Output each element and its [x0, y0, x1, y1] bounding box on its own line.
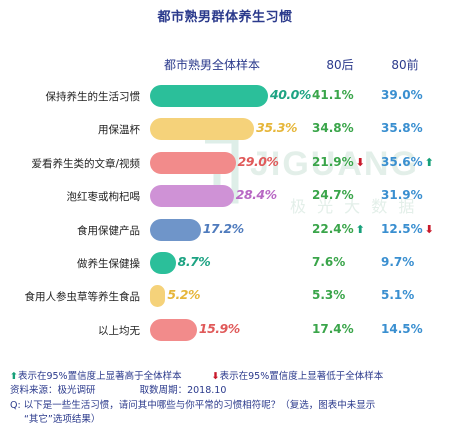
pre80-value-text: 5.1% — [381, 288, 415, 303]
bar-value-label: 35.3% — [256, 120, 297, 136]
pre80-value-text: 35.6% — [381, 154, 423, 169]
up-arrow-icon: ⬆ — [424, 155, 434, 169]
bar-value-label: 15.9% — [198, 320, 240, 336]
bar — [150, 85, 268, 107]
post80-value: 41.1% — [312, 88, 372, 102]
column-header-all: 都市熟男全体样本 — [163, 58, 260, 72]
up-arrow-icon: ⬆ — [355, 222, 365, 236]
bar-value-label: 8.7% — [177, 254, 211, 269]
post80-value: 34.8% — [312, 121, 372, 135]
pre80-value-text: 31.9% — [381, 188, 423, 203]
chart-row: 食用人参虫草等养生食品 5.2% 5.3% 5.1% — [0, 280, 450, 313]
chart-title: 都市熟男群体养生习惯 — [157, 10, 293, 25]
bar — [150, 318, 197, 341]
chart-row: 以上均无 15.9% 17.4% 14.5% — [0, 314, 450, 347]
category-label: 爱看养生类的文章/视频 — [31, 157, 140, 170]
source-text: 资料来源：极光调研 — [10, 385, 96, 396]
pre80-value: 39.0% — [381, 88, 441, 102]
legend-down-text: 表示在95%置信度上显著低于全体样本 — [219, 371, 384, 382]
category-label: 以上均无 — [98, 324, 140, 337]
post80-value-text: 24.7% — [312, 188, 354, 203]
bar-value-label: 5.2% — [167, 287, 200, 303]
question-line-1: Q: 以下是一些生活习惯，请问其中哪些与你平常的习惯相符呢？（复选，图表中未显示 — [10, 400, 376, 411]
bar-value-label: 40.0% — [270, 87, 311, 102]
bar-value-label: 28.4% — [235, 187, 277, 203]
bar — [150, 252, 176, 274]
bar — [150, 118, 255, 141]
source-line: 资料来源：极光调研 取数周期：2018.10 — [10, 382, 226, 396]
pre80-value: 12.5% ⬇ — [381, 222, 441, 236]
post80-value: 21.9% ⬇ — [312, 155, 372, 169]
category-label: 保持养生的生活习惯 — [45, 91, 141, 103]
pre80-value: 35.6% ⬆ — [381, 155, 441, 169]
category-label: 泡红枣或枸杞喝 — [66, 191, 141, 204]
category-label: 食用保健产品 — [77, 224, 140, 237]
chart-row: 食用保健产品 17.2% 22.4% ⬆ 12.5% ⬇ — [0, 214, 450, 247]
question-line-2: “其它”选项结果） — [24, 414, 101, 425]
pre80-value: 9.7% — [381, 255, 441, 269]
post80-value-text: 34.8% — [312, 121, 354, 136]
down-arrow-icon: ⬇ — [211, 371, 220, 382]
pre80-value-text: 14.5% — [381, 321, 423, 336]
down-arrow-icon: ⬇ — [355, 155, 365, 169]
chart-row: 保持养生的生活习惯 40.0% 41.1% 39.0% — [0, 80, 450, 113]
pre80-value: 35.8% — [381, 121, 441, 135]
bar — [150, 151, 236, 174]
pre80-value: 14.5% — [381, 322, 441, 336]
pre80-value-text: 9.7% — [381, 255, 415, 269]
post80-value-text: 5.3% — [312, 288, 346, 303]
pre80-value: 5.1% — [381, 288, 441, 302]
category-label: 用保温杯 — [98, 124, 140, 137]
chart-row: 爱看养生类的文章/视频 29.0% 21.9% ⬇ 35.6% ⬆ — [0, 147, 450, 180]
period-text: 取数周期：2018.10 — [139, 385, 227, 396]
legend-up-text: 表示在95%置信度上显著高于全体样本 — [17, 371, 182, 382]
post80-value-text: 22.4% — [312, 221, 354, 236]
category-label: 食用人参虫草等养生食品 — [24, 291, 141, 304]
post80-value-text: 41.1% — [312, 88, 354, 102]
post80-value: 24.7% — [312, 188, 372, 202]
significance-legend: ⬆表示在95%置信度上显著高于全体样本 ⬇表示在95%置信度上显著低于全体样本 — [10, 368, 383, 382]
chart-row: 用保温杯 35.3% 34.8% 35.8% — [0, 113, 450, 146]
bar — [150, 285, 166, 308]
bar-value-label: 17.2% — [202, 220, 244, 236]
post80-value: 5.3% — [312, 288, 372, 302]
bar-value-label: 29.0% — [237, 153, 279, 169]
up-arrow-icon: ⬆ — [10, 371, 18, 382]
chart-row: 做养生保健操 8.7% 7.6% 9.7% — [0, 247, 450, 280]
post80-value: 7.6% — [312, 255, 372, 269]
chart-row: 泡红枣或枸杞喝 28.4% 24.7% 31.9% — [0, 180, 450, 213]
post80-value: 17.4% — [312, 322, 372, 336]
pre80-value: 31.9% — [381, 188, 441, 202]
pre80-value-text: 39.0% — [381, 88, 423, 102]
bar — [150, 185, 234, 208]
post80-value-text: 7.6% — [312, 255, 346, 269]
column-header-pre80: 80前 — [391, 58, 419, 72]
post80-value-text: 17.4% — [312, 321, 354, 336]
post80-value-text: 21.9% — [312, 154, 354, 169]
column-header-post80: 80后 — [326, 58, 354, 72]
down-arrow-icon: ⬇ — [424, 222, 434, 236]
pre80-value-text: 12.5% — [381, 221, 423, 236]
bar — [150, 218, 201, 241]
pre80-value-text: 35.8% — [381, 121, 423, 136]
category-label: 做养生保健操 — [77, 258, 140, 270]
post80-value: 22.4% ⬆ — [312, 222, 372, 236]
